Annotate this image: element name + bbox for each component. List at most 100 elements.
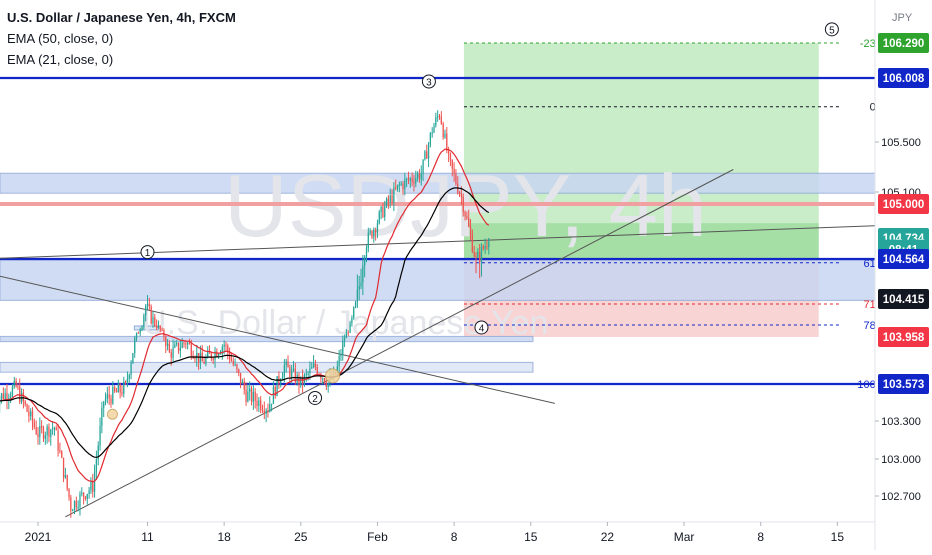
wave-label-4: 4 xyxy=(479,323,485,334)
candle-144 xyxy=(256,393,257,411)
candle-43 xyxy=(72,509,73,511)
y-tick-label-4: 105.500 xyxy=(881,137,921,149)
candle-body xyxy=(421,174,422,180)
price-tag-label-1: 106.008 xyxy=(883,73,925,85)
candle-body xyxy=(311,367,312,368)
candle-109 xyxy=(192,351,193,359)
candle-38 xyxy=(63,458,64,483)
candle-69 xyxy=(119,383,120,399)
candle-88 xyxy=(154,314,155,327)
candle-body xyxy=(404,179,405,189)
candle-body xyxy=(475,256,476,257)
candle-body xyxy=(402,184,403,189)
candle-body xyxy=(364,257,365,266)
candle-body xyxy=(441,117,442,124)
candle-162 xyxy=(289,365,290,382)
candle-body xyxy=(463,197,464,212)
candle-270 xyxy=(486,240,487,251)
candle-body xyxy=(399,185,400,186)
candle-body xyxy=(236,364,237,369)
candle-41 xyxy=(68,488,69,501)
candle-body xyxy=(338,356,339,366)
candle-34 xyxy=(56,425,57,430)
price-tag-label-2: 105.000 xyxy=(883,199,925,211)
candle-138 xyxy=(245,382,246,406)
candle-214 xyxy=(384,201,385,221)
candle-body xyxy=(342,341,343,355)
candle-body xyxy=(182,343,183,348)
candle-40 xyxy=(67,475,68,491)
candle-body xyxy=(284,365,285,376)
candle-body xyxy=(52,429,53,430)
candle-body xyxy=(346,332,347,338)
candle-body xyxy=(145,306,146,315)
candle-body xyxy=(90,482,91,491)
candle-116 xyxy=(205,354,206,366)
candle-body xyxy=(200,353,201,363)
candle-body xyxy=(46,427,47,436)
x-tick-label-7: 22 xyxy=(601,530,615,544)
candle-47 xyxy=(79,491,80,515)
x-tick-label-10: 15 xyxy=(831,530,845,544)
candle-body xyxy=(174,344,175,347)
candle-body xyxy=(267,410,268,411)
legend-ema50[interactable]: EMA (50, close, 0) xyxy=(7,28,236,49)
candle-9 xyxy=(10,392,11,403)
candle-body xyxy=(5,393,6,399)
candle-238 xyxy=(428,142,429,167)
x-tick-label-9: 8 xyxy=(757,530,764,544)
candle-body xyxy=(81,493,82,494)
candle-257 xyxy=(463,193,464,216)
candle-60 xyxy=(103,401,104,417)
candle-260 xyxy=(468,210,469,228)
candle-263 xyxy=(474,246,475,257)
legend-title[interactable]: U.S. Dollar / Japanese Yen, 4h, FXCM xyxy=(7,7,236,28)
candle-16 xyxy=(23,389,24,409)
wave-label-3: 3 xyxy=(426,78,432,89)
candle-body xyxy=(439,116,440,117)
candle-body xyxy=(244,381,245,389)
candle-39 xyxy=(65,468,66,479)
candle-body xyxy=(176,343,177,345)
candle-body xyxy=(203,361,204,363)
x-tick-label-0: 2021 xyxy=(25,530,52,544)
candle-236 xyxy=(424,150,425,161)
candle-198 xyxy=(355,301,356,309)
candle-77 xyxy=(134,336,135,358)
candle-246 xyxy=(443,122,444,140)
candle-body xyxy=(205,357,206,363)
candle-body xyxy=(317,367,318,374)
candle-62 xyxy=(107,387,108,403)
candle-body xyxy=(238,369,239,373)
candle-94 xyxy=(165,335,166,353)
candle-body xyxy=(63,458,64,478)
candle-body xyxy=(459,193,460,194)
candle-95 xyxy=(167,339,168,350)
candle-body xyxy=(218,354,219,356)
candle-221 xyxy=(397,184,398,191)
candle-body xyxy=(322,378,323,379)
candle-15 xyxy=(21,388,22,404)
candle-245 xyxy=(441,111,442,125)
candle-209 xyxy=(375,228,376,241)
candle-220 xyxy=(395,179,396,190)
candle-body xyxy=(448,151,449,153)
candle-148 xyxy=(264,401,265,419)
candle-258 xyxy=(464,210,465,220)
candle-71 xyxy=(123,377,124,398)
candle-body xyxy=(326,383,327,387)
candle-body xyxy=(34,423,35,427)
candle-181 xyxy=(324,378,325,385)
candle-body xyxy=(446,133,447,150)
legend-ema21[interactable]: EMA (21, close, 0) xyxy=(7,49,236,70)
candle-body xyxy=(130,363,131,374)
candle-142 xyxy=(253,385,254,410)
candle-body xyxy=(127,379,128,382)
candle-body xyxy=(109,394,110,398)
candle-body xyxy=(43,428,44,438)
candle-213 xyxy=(382,203,383,218)
candle-body xyxy=(121,392,122,393)
candle-98 xyxy=(172,340,173,362)
